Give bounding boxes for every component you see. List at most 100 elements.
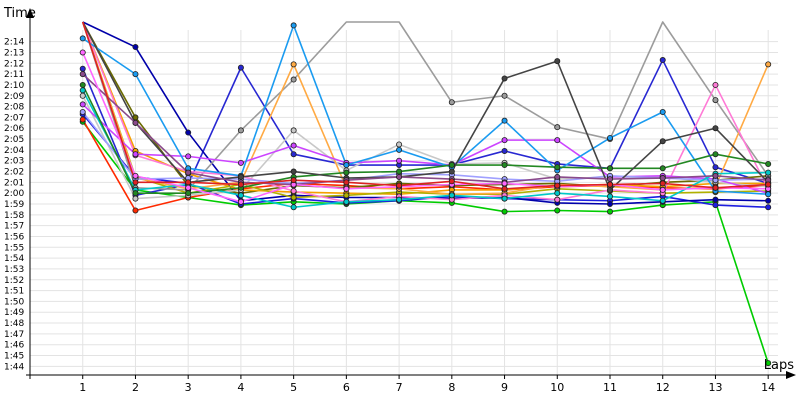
y-tick-label: 2:00 — [4, 189, 24, 199]
series-13-point — [290, 142, 297, 149]
y-tick-label: 1:55 — [4, 243, 24, 253]
series-12-point — [554, 196, 561, 203]
series-13-point — [554, 137, 561, 144]
series-1-point — [501, 208, 508, 215]
series-11-point — [765, 61, 772, 68]
series-13-point — [396, 157, 403, 164]
series-13-point — [501, 137, 508, 144]
series-20-point — [132, 172, 139, 179]
series-3-point — [712, 202, 719, 209]
series-19-point — [396, 173, 403, 180]
series-21-point — [501, 185, 508, 192]
series-15-point — [765, 191, 772, 198]
series-18-point — [659, 138, 666, 145]
y-tick-label: 1:45 — [4, 352, 24, 362]
series-1-point — [554, 207, 561, 214]
series-20-point — [659, 186, 666, 193]
y-tick-label: 2:12 — [4, 59, 24, 69]
y-tick-label: 2:04 — [4, 146, 24, 156]
series-17-point — [659, 165, 666, 172]
x-tick-label: 12 — [656, 381, 670, 394]
series-8-point — [290, 194, 297, 201]
series-1-point — [607, 208, 614, 215]
series-21-point — [712, 184, 719, 191]
series-21-point — [659, 180, 666, 187]
series-20-point — [501, 180, 508, 187]
series-17-point — [448, 162, 455, 169]
series-2-point — [79, 116, 86, 123]
x-tick-label: 8 — [448, 381, 455, 394]
series-6-point — [132, 114, 139, 121]
series-20-point — [79, 49, 86, 56]
x-tick-label: 4 — [237, 381, 244, 394]
series-4-point — [712, 164, 719, 171]
series-5-point — [607, 200, 614, 207]
series-16-point — [501, 195, 508, 202]
series-18-point — [607, 186, 614, 193]
y-axis-title: Time — [3, 6, 36, 21]
series-15-point — [396, 146, 403, 153]
y-tick-label: 1:49 — [4, 308, 24, 318]
x-tick-label: 14 — [761, 381, 775, 394]
series-line-1 — [82, 121, 769, 364]
series-21-point — [343, 179, 350, 186]
y-axis-arrow — [26, 8, 34, 18]
series-18-point — [712, 125, 719, 132]
x-tick-label: 13 — [708, 381, 722, 394]
series-12-point — [712, 81, 719, 88]
x-tick-label: 11 — [603, 381, 617, 394]
y-tick-label: 1:48 — [4, 319, 24, 329]
y-tick-label: 1:50 — [4, 297, 24, 307]
series-8-point — [343, 192, 350, 199]
series-20-point — [237, 198, 244, 205]
y-tick-label: 2:13 — [4, 48, 24, 58]
series-9-point — [448, 99, 455, 106]
series-16-point — [659, 197, 666, 204]
x-tick-label: 1 — [79, 381, 86, 394]
x-tick-label: 10 — [550, 381, 564, 394]
series-line-15 — [82, 24, 769, 196]
series-17-point — [765, 160, 772, 167]
axes: Time Laps — [3, 6, 796, 379]
series-16-point — [290, 204, 297, 211]
series-17-point — [343, 169, 350, 176]
series-21-point — [132, 179, 139, 186]
series-line-2 — [82, 119, 769, 212]
series-9-point — [712, 97, 719, 104]
series-15-point — [607, 134, 614, 141]
series-17-point — [607, 165, 614, 172]
series-15-point — [343, 162, 350, 169]
series-17-point — [79, 81, 86, 88]
series-13-point — [237, 159, 244, 166]
tick-labels: 1:441:451:461:471:481:491:501:511:521:53… — [4, 38, 775, 394]
series-4-point — [659, 57, 666, 64]
series-10-point — [132, 195, 139, 202]
series-9-point — [237, 127, 244, 134]
y-tick-label: 2:02 — [4, 168, 24, 178]
series-16-point — [343, 198, 350, 205]
series-1-point — [765, 360, 772, 367]
series-17-point — [396, 168, 403, 175]
y-tick-label: 1:52 — [4, 276, 24, 286]
series-9-point — [554, 124, 561, 131]
y-tick-label: 2:10 — [4, 81, 24, 91]
series-21-point — [185, 179, 192, 186]
series-3-point — [765, 204, 772, 211]
series-16-point — [448, 192, 455, 199]
series-16-point — [79, 87, 86, 94]
y-tick-label: 1:53 — [4, 265, 24, 275]
series-19-point — [185, 169, 192, 176]
series-15-point — [79, 35, 86, 42]
series-19-point — [79, 71, 86, 78]
series-21-point — [607, 181, 614, 188]
series-5-point — [185, 129, 192, 136]
series-20-point — [343, 185, 350, 192]
series-16-point — [237, 192, 244, 199]
series-10-point — [290, 127, 297, 134]
series-10-point — [396, 141, 403, 148]
y-tick-label: 1:51 — [4, 287, 24, 297]
series-13-point — [79, 101, 86, 108]
series-13-point — [132, 151, 139, 158]
x-tick-label: 9 — [501, 381, 508, 394]
